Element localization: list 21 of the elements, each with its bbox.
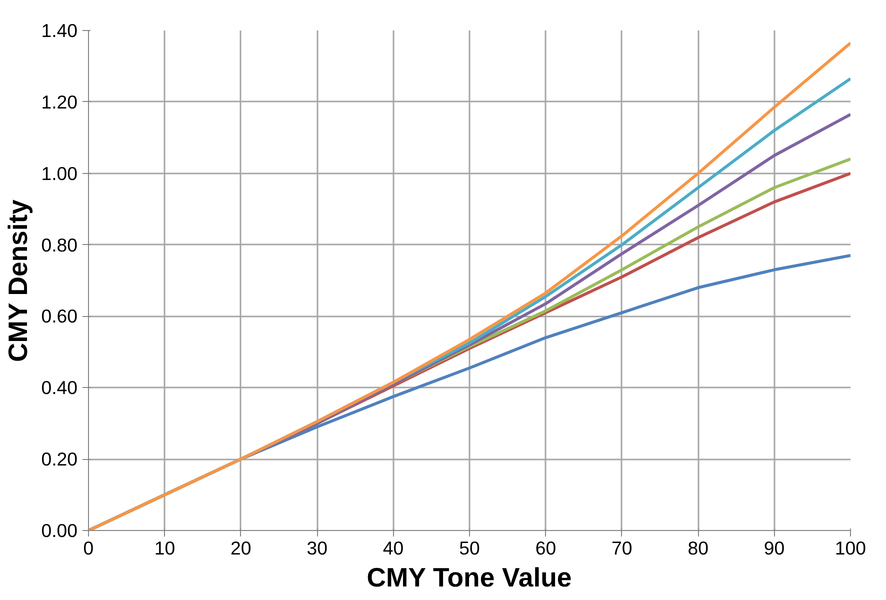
y-tick-label: 0.40 — [41, 377, 78, 398]
y-tick-label: 1.20 — [41, 91, 78, 112]
x-tick-label: 30 — [306, 538, 328, 558]
x-tick-label: 100 — [834, 538, 866, 558]
y-tick-label: 0.60 — [41, 306, 78, 327]
x-tick-label: 0 — [83, 538, 94, 558]
x-tick-label: 50 — [459, 538, 480, 558]
y-tick-label: 0.00 — [41, 520, 78, 541]
x-tick-label: 70 — [612, 538, 632, 558]
y-tick-label: 0.80 — [41, 234, 78, 256]
x-tick-label: 60 — [535, 538, 556, 558]
y-tick-label: 1.40 — [41, 20, 78, 41]
y-tick-label: 1.00 — [41, 162, 78, 184]
x-tick-label: 80 — [688, 538, 708, 558]
x-tick-label: 20 — [230, 538, 252, 558]
x-tick-label: 90 — [764, 538, 785, 558]
y-tick-label: 0.20 — [41, 448, 78, 470]
x-axis-title: CMY Tone Value — [366, 562, 572, 592]
x-tick-label: 40 — [382, 538, 404, 558]
x-tick-label: 10 — [154, 538, 176, 558]
y-axis-title: CMY Density — [3, 199, 34, 362]
